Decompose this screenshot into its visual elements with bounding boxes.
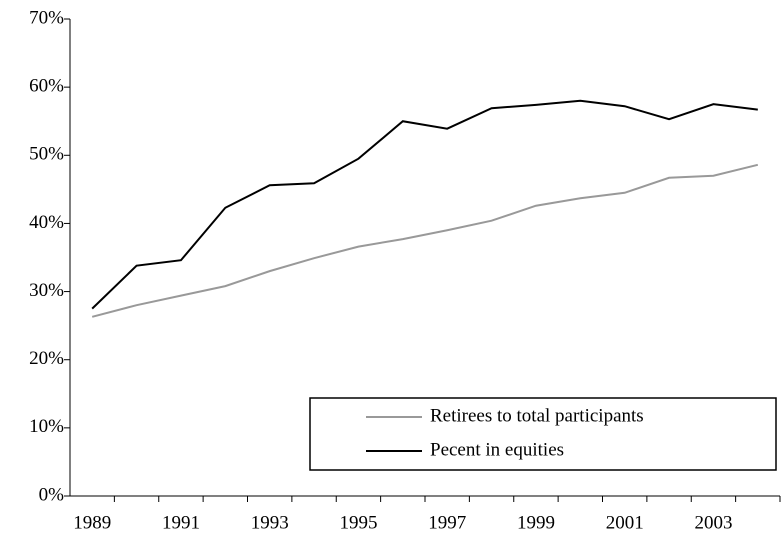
y-tick-label: 50%	[29, 144, 64, 165]
series-line	[91, 163, 759, 318]
legend-box	[309, 397, 777, 471]
x-tick-label: 1989	[73, 512, 111, 533]
y-tick-label: 70%	[29, 7, 64, 28]
legend-label: Retirees to total participants	[430, 405, 644, 426]
x-tick-label: 2003	[694, 512, 732, 533]
x-tick-label: 1991	[162, 512, 200, 533]
y-tick-label: 10%	[29, 416, 64, 437]
x-tick-label: 1997	[428, 512, 466, 533]
y-tick-label: 0%	[39, 484, 65, 505]
x-tick-label: 1995	[339, 512, 377, 533]
x-tick-label: 1993	[251, 512, 289, 533]
series-line	[91, 99, 758, 310]
y-tick-label: 40%	[29, 212, 64, 233]
y-tick-label: 30%	[29, 280, 64, 301]
legend-label: Pecent in equities	[430, 439, 564, 460]
y-tick-label: 60%	[29, 76, 64, 97]
x-tick-label: 1999	[517, 512, 555, 533]
y-tick-label: 20%	[29, 348, 64, 369]
x-tick-label: 2001	[606, 512, 644, 533]
